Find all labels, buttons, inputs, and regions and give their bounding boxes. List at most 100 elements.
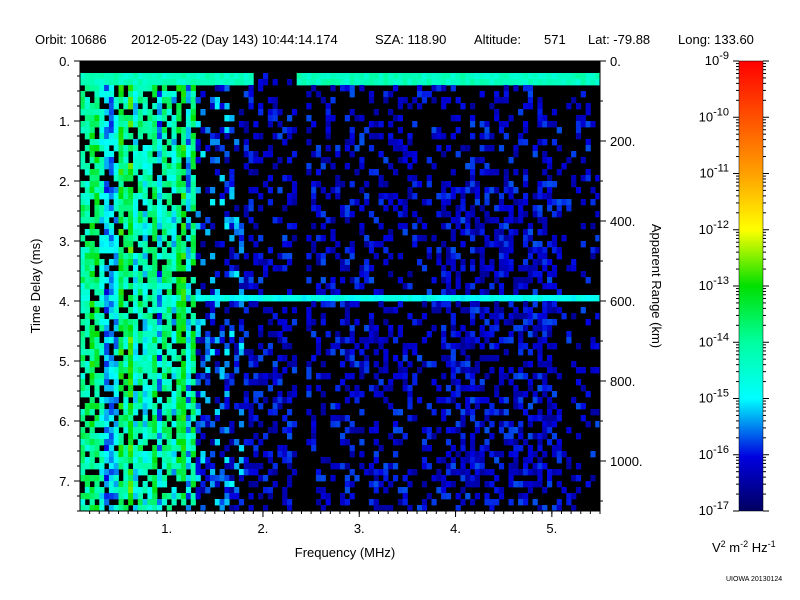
heatmap-cell [147,169,153,176]
heatmap-cell [518,337,524,344]
heatmap-cell [147,319,153,326]
heatmap-cell [547,343,553,350]
heatmap-cell [349,127,355,134]
heatmap-cell [272,379,278,386]
heatmap-cell [484,481,490,488]
heatmap-cell [176,433,182,440]
heatmap-cell [243,295,249,302]
heatmap-cell [157,151,163,158]
heatmap-cell [460,205,466,212]
heatmap-cell [123,187,129,194]
heatmap-cell [402,379,408,386]
heatmap-cell [523,193,529,200]
heatmap-cell [185,337,192,344]
heatmap-cell [532,145,538,152]
heatmap-cell [166,427,172,434]
heatmap-cell [243,163,249,170]
heatmap-cell [465,355,471,362]
heatmap-cell [551,433,558,440]
heatmap-cell [94,205,100,212]
heatmap-cell [133,145,139,152]
heatmap-cell [349,241,355,248]
heatmap-cell [431,127,437,134]
heatmap-cell [556,169,562,176]
heatmap-cell [494,229,500,236]
heatmap-cell [99,109,105,116]
heatmap-cell [282,205,288,212]
heatmap-cell [190,79,196,86]
heatmap-cell [99,487,105,494]
heatmap-cell [161,403,168,410]
heatmap-cell [229,505,235,512]
heatmap-cell [383,295,389,302]
heatmap-cell [484,199,490,206]
heatmap-cell [157,127,163,134]
heatmap-cell [176,217,182,224]
heatmap-cell [484,499,490,506]
heatmap-cell [412,295,418,302]
heatmap-cell [152,139,158,146]
heatmap-cell [527,379,533,386]
heatmap-cell [575,295,582,302]
heatmap-cell [335,403,341,410]
heatmap-cell [431,325,437,332]
heatmap-cell [450,349,456,356]
heatmap-cell [157,397,163,404]
heatmap-cell [368,331,375,338]
heatmap-cell [176,211,182,218]
heatmap-cell [595,313,601,320]
heatmap-cell [445,73,452,80]
heatmap-cell [147,265,153,272]
heatmap-cell [306,325,312,332]
heatmap-cell [513,457,519,464]
heatmap-cell [89,253,95,260]
heatmap-cell [200,421,206,428]
heatmap-cell [152,85,158,92]
heatmap-cell [181,439,187,446]
heatmap-cell [590,343,596,350]
heatmap-cell [513,427,519,434]
heatmap-cell [359,409,365,416]
heatmap-cell [388,325,394,332]
heatmap-cell [185,493,192,500]
heatmap-cell [344,373,350,380]
heatmap-cell [344,163,350,170]
heatmap-cell [315,181,322,188]
heatmap-cell [147,463,153,470]
heatmap-cell [157,109,163,116]
heatmap-cell [142,79,148,86]
heatmap-cell [388,121,394,128]
heatmap-cell [330,463,336,470]
heatmap-cell [171,409,177,416]
heatmap-cell [181,289,187,296]
heatmap-cell [311,121,317,128]
heatmap-cell [171,91,177,98]
heatmap-cell [393,451,399,458]
heatmap-cell [123,103,129,110]
heatmap-cell [152,145,158,152]
heatmap-cell [311,421,317,428]
heatmap-cell [388,91,394,98]
colorbar-tick-label: 10-14 [699,331,729,349]
heatmap-cell [489,73,495,80]
heatmap-cell [108,157,115,164]
heatmap-cell [195,439,201,446]
heatmap-cell [128,433,134,440]
heatmap-cell [426,289,432,296]
heatmap-cell [152,295,158,302]
heatmap-cell [508,229,514,236]
heatmap-cell [176,325,182,332]
heatmap-cell [80,307,86,314]
heatmap-cell [133,295,139,302]
heatmap-cell [580,241,586,248]
heatmap-cell [137,115,143,122]
heatmap-cell [185,361,192,368]
heatmap-cell [214,439,220,446]
heatmap-cell [527,385,533,392]
heatmap-cell [287,325,293,332]
heatmap-cell [94,139,100,146]
heatmap-cell [89,487,95,494]
heatmap-cell [80,433,86,440]
heatmap-cell [210,79,216,86]
heatmap-cell [137,241,143,248]
